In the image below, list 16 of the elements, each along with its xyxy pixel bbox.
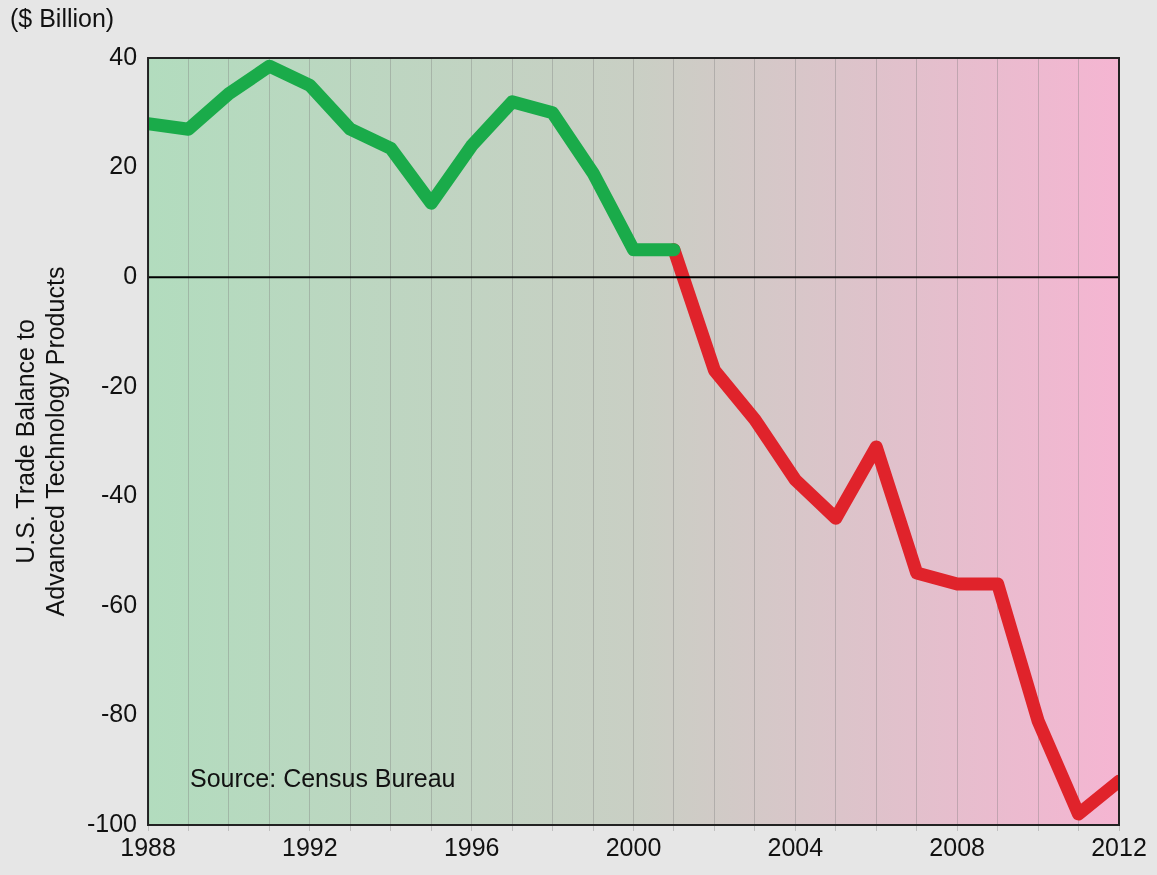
y-tick-label: -60: [100, 589, 138, 618]
y-tick-label: 20: [109, 151, 138, 180]
y-tick-label: -20: [100, 370, 138, 399]
y-tick-label: 40: [109, 41, 138, 70]
x-tick-label: 1996: [443, 832, 500, 861]
x-tick-label: 2004: [767, 832, 824, 861]
annotation: Source: Census Bureau: [190, 764, 456, 792]
x-tick-label: 2000: [605, 832, 662, 861]
y-tick-label: -40: [100, 480, 138, 509]
y-axis-title: U.S. Trade Balance to Advanced Technology Products: [10, 266, 69, 617]
y-tick-label: -80: [100, 699, 138, 728]
y-tick-label: 0: [123, 261, 138, 290]
x-tick-label: 1992: [282, 832, 338, 861]
chart-subtitle: ($ Billion): [10, 4, 115, 33]
x-tick-label: 2012: [1091, 832, 1147, 861]
x-tick-label: 2008: [929, 832, 985, 861]
